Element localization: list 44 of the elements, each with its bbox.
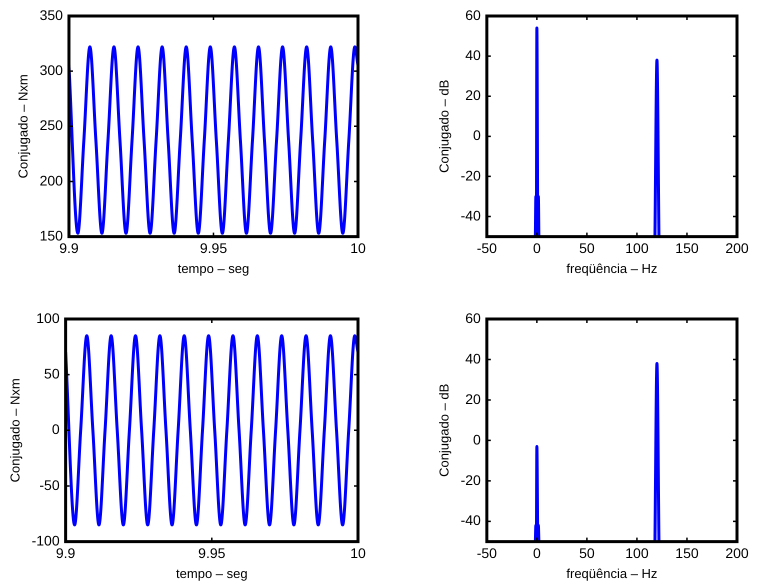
x-tick-label: 50 xyxy=(579,240,595,256)
y-tick-label: 100 xyxy=(36,310,60,326)
x-tick-label: 150 xyxy=(675,240,699,256)
y-tick-label: 20 xyxy=(465,87,482,104)
y-axis-title: Conjugado – dB xyxy=(436,384,452,477)
y-tick-label: 0 xyxy=(52,421,60,438)
y-axis-title: Conjugado – dB xyxy=(436,80,452,173)
x-tick-label: 9.95 xyxy=(200,240,228,256)
y-tick-label: -20 xyxy=(460,472,482,488)
x-tick-label: 0 xyxy=(532,544,541,561)
y-tick-label: -40 xyxy=(460,207,482,224)
y-tick-label: 250 xyxy=(40,117,64,134)
y-tick-label: 60 xyxy=(465,6,482,23)
x-tick-label: 100 xyxy=(625,240,649,256)
y-tick-label: 50 xyxy=(44,366,60,382)
x-tick-label: 10 xyxy=(350,544,366,561)
x-axis-title: tempo – seg xyxy=(178,260,250,276)
y-tick-label: -50 xyxy=(39,476,60,493)
x-axis-title: tempo – seg xyxy=(176,566,248,581)
y-tick-label: -20 xyxy=(460,167,482,184)
y-tick-label: 200 xyxy=(40,172,64,188)
y-tick-label: 20 xyxy=(465,390,482,407)
y-tick-label: 60 xyxy=(465,310,482,326)
y-axis-title: Conjugado – Nxm xyxy=(15,74,30,178)
y-tick-label: 0 xyxy=(473,431,482,448)
x-tick-label: 0 xyxy=(532,240,541,256)
x-tick-label: 10 xyxy=(350,240,366,256)
y-tick-label: -40 xyxy=(460,512,482,528)
x-axis-title: freqüência – Hz xyxy=(566,260,658,276)
line-series xyxy=(66,334,358,526)
y-axis-title: Conjugado – Nxm xyxy=(7,378,22,482)
x-tick-label: 50 xyxy=(579,544,595,561)
x-axis-title: freqüência – Hz xyxy=(566,566,658,581)
x-tick-label: 200 xyxy=(725,240,749,256)
y-tick-label: 300 xyxy=(40,62,64,78)
x-tick-label: 150 xyxy=(675,544,699,561)
y-tick-label: 0 xyxy=(473,127,482,144)
line-series xyxy=(68,45,358,235)
y-tick-label: 40 xyxy=(465,46,482,63)
x-tick-label: 9.95 xyxy=(198,544,226,561)
x-tick-label: 100 xyxy=(625,544,649,561)
y-tick-label: 350 xyxy=(40,6,64,23)
x-tick-label: 200 xyxy=(725,544,749,561)
y-tick-label: 40 xyxy=(465,350,482,366)
